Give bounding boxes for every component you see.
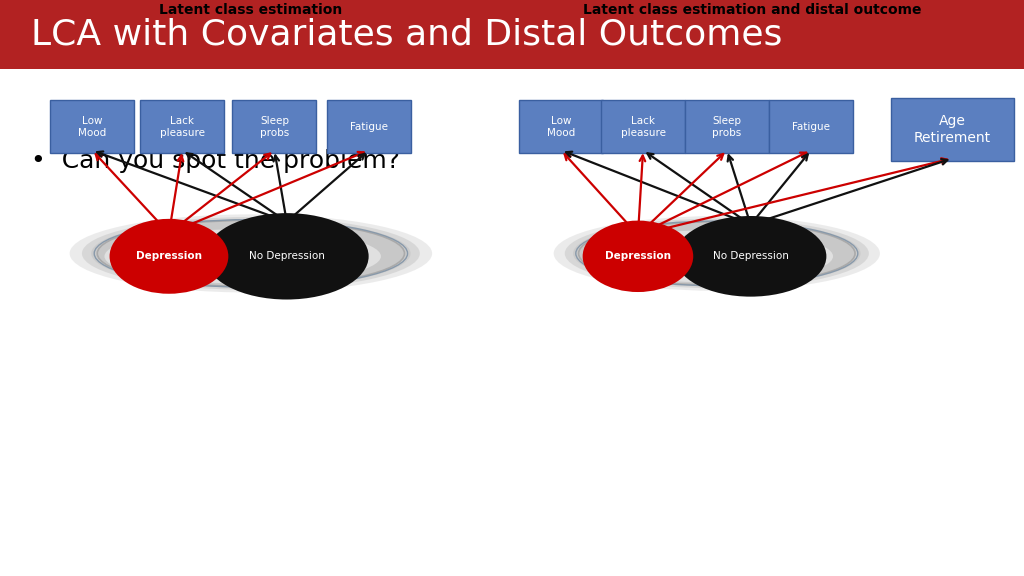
Text: No Depression: No Depression: [713, 251, 788, 262]
Text: Depression: Depression: [605, 251, 671, 262]
Ellipse shape: [82, 217, 420, 290]
FancyBboxPatch shape: [0, 0, 1024, 69]
Text: Age
Retirement: Age Retirement: [913, 114, 991, 145]
Ellipse shape: [675, 216, 826, 297]
FancyBboxPatch shape: [601, 100, 685, 153]
Ellipse shape: [110, 219, 228, 294]
Ellipse shape: [104, 229, 381, 283]
Text: Latent class estimation and distal outcome: Latent class estimation and distal outco…: [584, 3, 922, 17]
FancyBboxPatch shape: [769, 100, 853, 153]
Text: No Depression: No Depression: [249, 251, 325, 262]
Ellipse shape: [205, 213, 369, 300]
FancyBboxPatch shape: [327, 100, 411, 153]
FancyBboxPatch shape: [891, 98, 1014, 161]
Ellipse shape: [579, 222, 855, 285]
Text: Sleep
probs: Sleep probs: [260, 116, 289, 138]
Ellipse shape: [573, 221, 860, 286]
Text: Fatigue: Fatigue: [792, 122, 830, 132]
Ellipse shape: [554, 216, 880, 291]
FancyBboxPatch shape: [50, 100, 134, 153]
Text: Lack
pleasure: Lack pleasure: [621, 116, 666, 138]
Text: Depression: Depression: [136, 251, 202, 262]
Ellipse shape: [97, 220, 404, 286]
Ellipse shape: [70, 214, 432, 293]
Text: Latent class estimation: Latent class estimation: [160, 3, 342, 17]
Ellipse shape: [584, 230, 834, 282]
Text: LCA with Covariates and Distal Outcomes: LCA with Covariates and Distal Outcomes: [31, 17, 782, 52]
Text: Low
Mood: Low Mood: [78, 116, 106, 138]
Text: •  Can you spot the problem?: • Can you spot the problem?: [31, 149, 399, 173]
Ellipse shape: [564, 218, 868, 288]
FancyBboxPatch shape: [519, 100, 603, 153]
Text: Fatigue: Fatigue: [349, 122, 388, 132]
FancyBboxPatch shape: [232, 100, 316, 153]
Text: Sleep
probs: Sleep probs: [713, 116, 741, 138]
Ellipse shape: [583, 221, 693, 292]
FancyBboxPatch shape: [685, 100, 769, 153]
FancyBboxPatch shape: [140, 100, 224, 153]
Text: Lack
pleasure: Lack pleasure: [160, 116, 205, 138]
Ellipse shape: [91, 219, 411, 288]
Text: Low
Mood: Low Mood: [547, 116, 575, 138]
